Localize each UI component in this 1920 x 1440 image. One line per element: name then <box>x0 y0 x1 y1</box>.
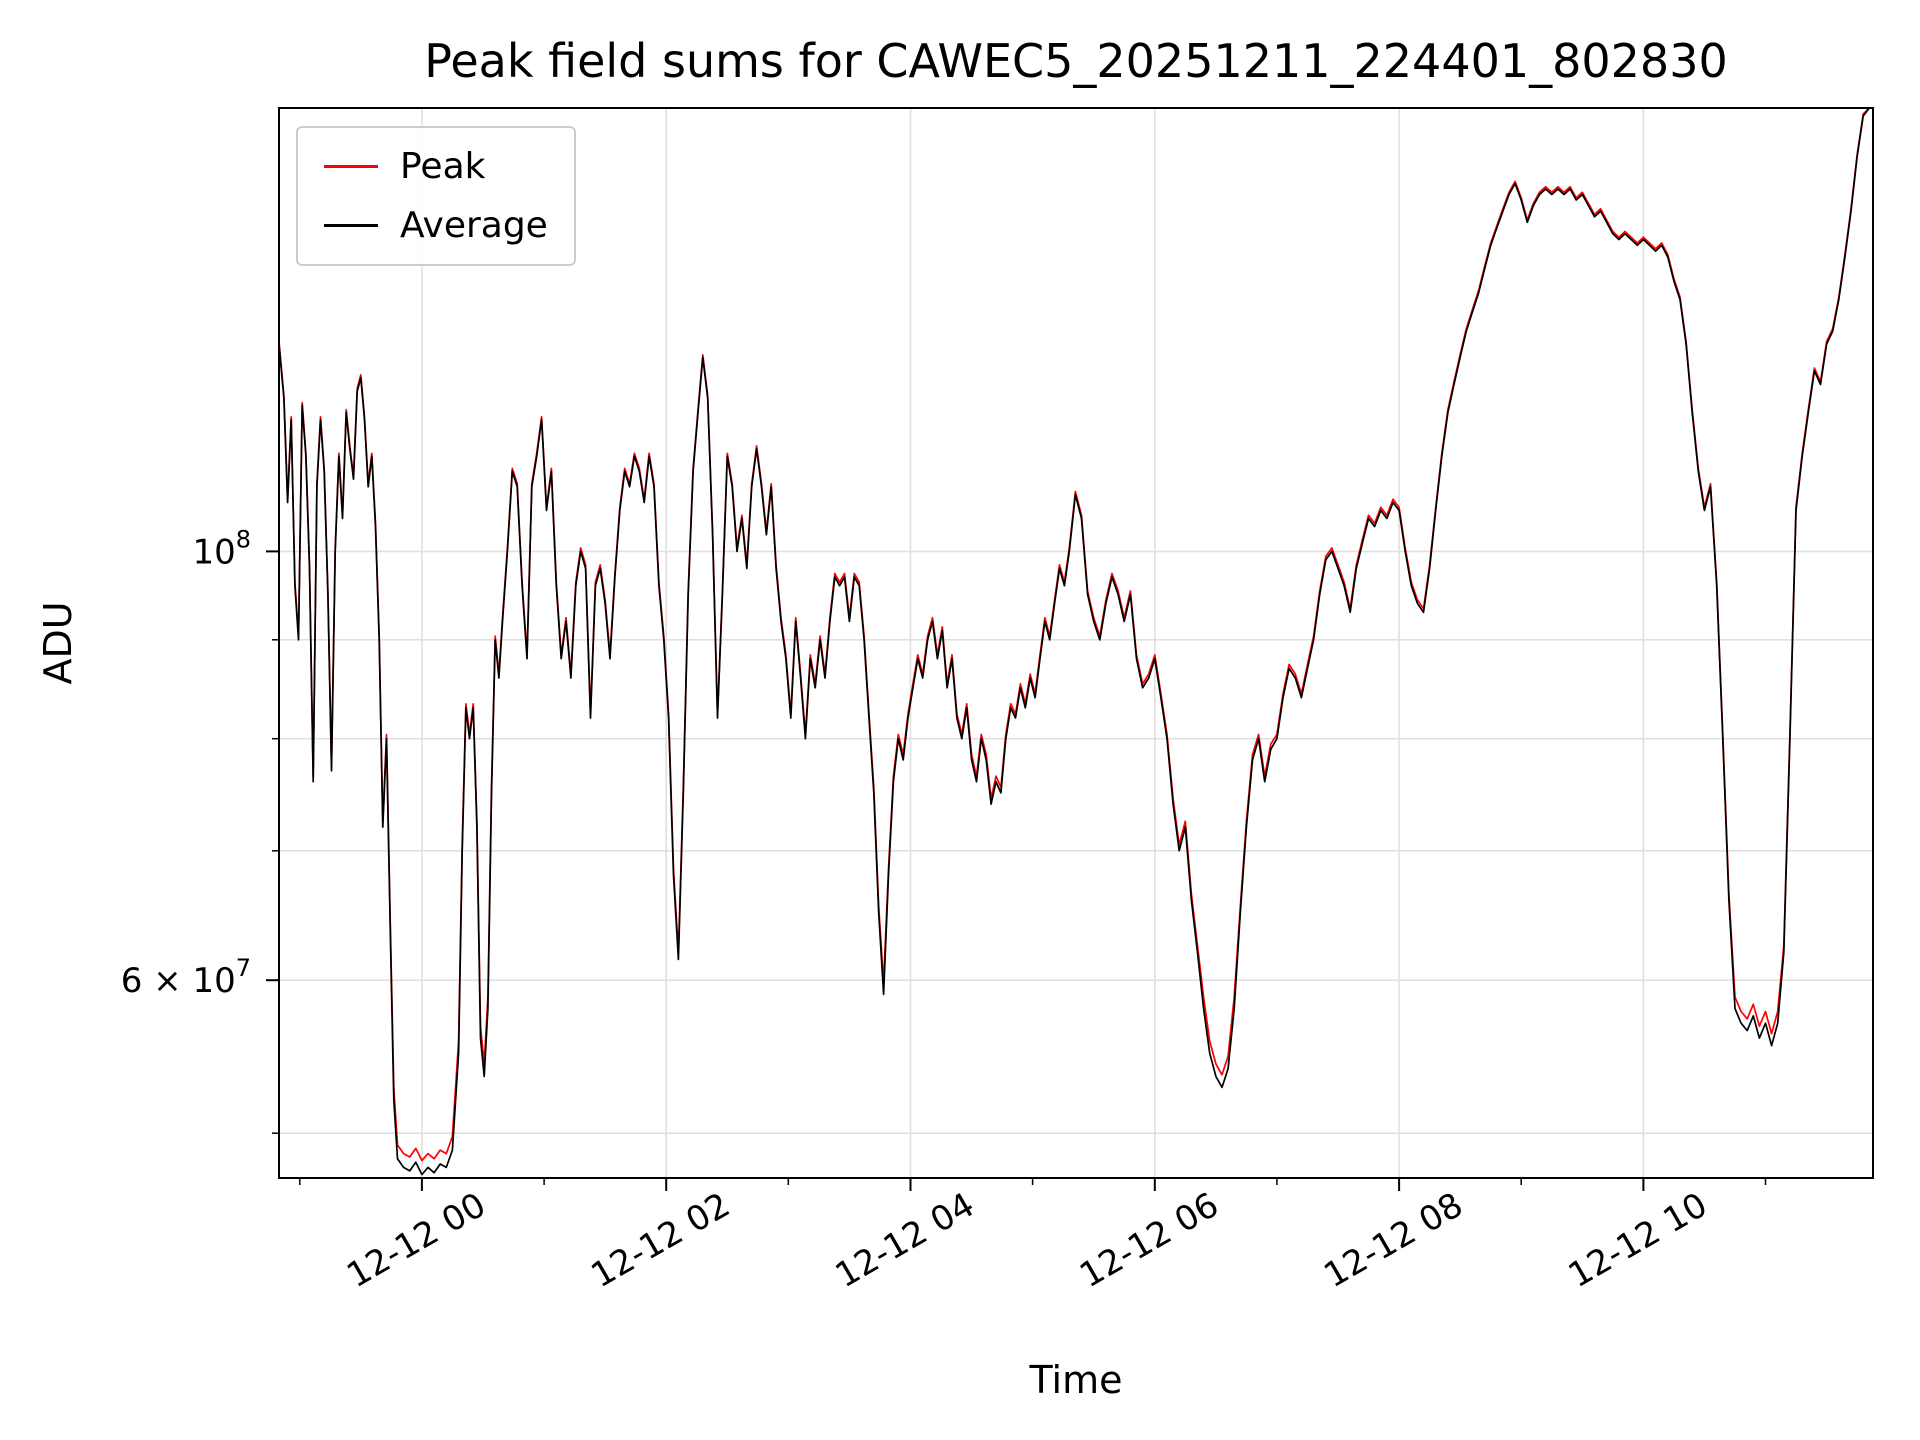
x-tick-label: 12-12 06 <box>1073 1185 1225 1296</box>
y-tick-label: 108 <box>192 525 251 572</box>
legend-item-average: Average <box>324 205 548 246</box>
y-axis-label: ADU <box>36 601 80 685</box>
x-tick-label: 12-12 10 <box>1562 1185 1714 1296</box>
peak-line-swatch <box>324 165 378 168</box>
legend: Peak Average <box>296 126 576 266</box>
x-tick-label: 12-12 08 <box>1317 1185 1469 1296</box>
x-axis-label: Time <box>1029 1358 1123 1402</box>
legend-label-peak: Peak <box>400 146 486 187</box>
legend-item-peak: Peak <box>324 146 548 187</box>
x-tick-label: 12-12 02 <box>585 1185 737 1296</box>
average-line-swatch <box>324 224 378 227</box>
y-tick-label: 6 × 107 <box>121 954 251 1001</box>
chart-title: Peak field sums for CAWEC5_20251211_2244… <box>424 34 1728 88</box>
x-tick-label: 12-12 00 <box>340 1185 492 1296</box>
legend-label-average: Average <box>400 205 548 246</box>
x-tick-label: 12-12 04 <box>829 1185 981 1296</box>
